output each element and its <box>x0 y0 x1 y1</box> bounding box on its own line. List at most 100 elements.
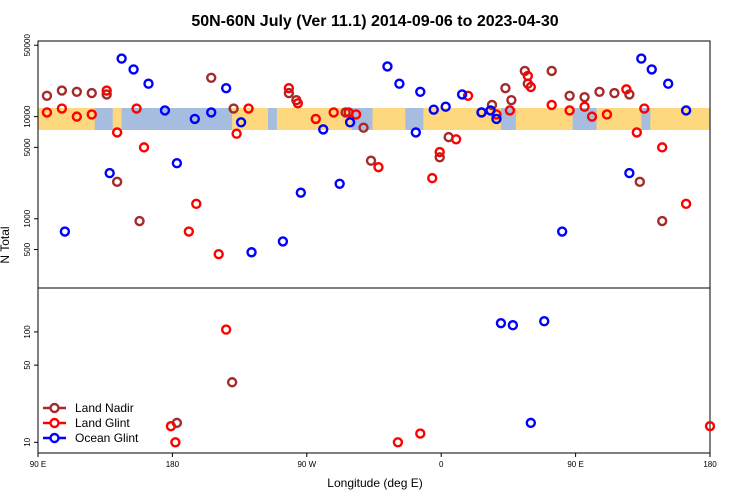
map-land <box>650 108 710 130</box>
point-land-nadir <box>56 85 68 96</box>
point-land-glint <box>639 103 650 114</box>
point-ocean-glint <box>491 113 502 125</box>
point-ocean-glint <box>382 61 393 72</box>
point-land-glint <box>231 128 242 139</box>
x-tick-label: 180 <box>166 460 180 469</box>
point-ocean-glint <box>525 417 536 429</box>
point-ocean-glint <box>295 187 307 198</box>
y-top-tick-label: 50000 <box>23 34 32 57</box>
map-ocean-patch <box>405 108 424 117</box>
point-ocean-glint <box>440 101 451 112</box>
point-land-glint <box>71 111 83 122</box>
point-ocean-glint <box>235 117 247 128</box>
y-axis-top: 500 1000 5000 10000 50000 <box>23 34 38 256</box>
point-ocean-glint <box>456 89 468 100</box>
map-ocean-patch <box>94 108 113 117</box>
point-land-glint <box>310 113 321 125</box>
point-ocean-glint <box>171 157 183 169</box>
point-ocean-glint <box>318 124 329 135</box>
point-land-glint <box>111 127 123 138</box>
x-tick-label: 90 E <box>567 460 583 469</box>
point-land-nadir <box>111 176 123 188</box>
map-land <box>112 108 122 130</box>
point-land-nadir <box>228 103 239 114</box>
point-land-nadir <box>546 65 557 77</box>
point-ocean-glint <box>206 107 217 118</box>
point-ocean-glint <box>220 82 232 94</box>
point-ocean-glint <box>159 105 171 116</box>
point-ocean-glint <box>189 113 201 125</box>
point-land-glint <box>434 146 445 158</box>
point-land-glint <box>579 101 590 112</box>
point-land-glint <box>213 248 224 260</box>
point-land-glint <box>392 437 404 448</box>
point-land-glint <box>292 98 304 109</box>
point-land-glint <box>170 437 181 448</box>
map-land <box>276 108 352 130</box>
point-ocean-glint <box>476 107 487 118</box>
point-land-glint <box>704 420 716 432</box>
map-ocean-patch <box>500 108 516 117</box>
legend-label-ocean-glint: Ocean Glint <box>75 431 139 445</box>
y-top-tick-label: 5000 <box>23 138 32 156</box>
point-ocean-glint <box>59 226 71 237</box>
point-ocean-glint <box>507 320 519 331</box>
point-land-nadir <box>579 91 590 103</box>
point-land-nadir <box>134 215 145 227</box>
legend-label-land-nadir: Land Nadir <box>75 401 134 415</box>
y-bottom-tick-label: 10 <box>23 437 32 446</box>
point-land-glint <box>183 226 195 237</box>
map-land <box>372 108 406 130</box>
point-land-glint <box>621 84 632 95</box>
point-ocean-glint <box>415 86 426 97</box>
point-land-nadir <box>506 94 517 106</box>
point-land-glint <box>601 109 613 120</box>
point-land-nadir <box>657 215 668 227</box>
point-land-glint <box>86 109 97 120</box>
point-land-nadir <box>609 87 620 99</box>
y-axis-label: N Total <box>0 226 12 263</box>
x-axis: 90 E 180 90 W 0 90 E 180 <box>30 453 717 469</box>
point-ocean-glint <box>334 178 345 189</box>
point-land-glint <box>525 81 536 93</box>
point-land-glint <box>657 142 668 153</box>
point-ocean-glint <box>428 104 439 115</box>
point-ocean-glint <box>246 247 257 258</box>
point-land-glint <box>586 111 598 122</box>
y-top-tick-label: 1000 <box>23 209 32 227</box>
point-land-glint <box>564 105 575 116</box>
point-ocean-glint <box>410 127 422 138</box>
map-land <box>423 108 501 130</box>
point-land-glint <box>101 85 112 96</box>
point-ocean-glint <box>143 78 154 89</box>
point-land-nadir <box>101 89 112 100</box>
point-ocean-glint <box>116 53 127 64</box>
world-map-band <box>38 108 710 130</box>
point-land-glint <box>546 99 557 111</box>
legend-label-land-glint: Land Glint <box>75 416 130 430</box>
point-land-glint <box>283 82 295 94</box>
point-land-nadir <box>41 90 53 101</box>
data-points <box>41 53 716 448</box>
point-land-glint <box>680 198 692 210</box>
point-land-nadir <box>500 82 511 94</box>
x-tick-label: 90 E <box>30 460 46 469</box>
point-land-nadir <box>358 122 369 133</box>
point-ocean-glint <box>556 226 568 237</box>
point-ocean-glint <box>394 78 405 89</box>
point-land-nadir <box>486 99 498 111</box>
point-land-glint <box>328 107 339 118</box>
point-land-glint <box>165 420 177 432</box>
point-land-nadir <box>86 87 97 99</box>
map-land <box>515 108 573 130</box>
point-land-glint <box>415 428 426 439</box>
bottom-panel-frame <box>37 287 711 454</box>
point-land-glint <box>373 161 384 173</box>
x-axis-label: Longitude (deg E) <box>327 476 422 490</box>
point-land-glint <box>450 134 462 145</box>
point-land-glint <box>131 103 142 114</box>
point-land-nadir <box>206 72 217 83</box>
point-land-glint <box>191 198 202 210</box>
point-land-glint <box>462 90 474 101</box>
point-ocean-glint <box>495 317 507 329</box>
